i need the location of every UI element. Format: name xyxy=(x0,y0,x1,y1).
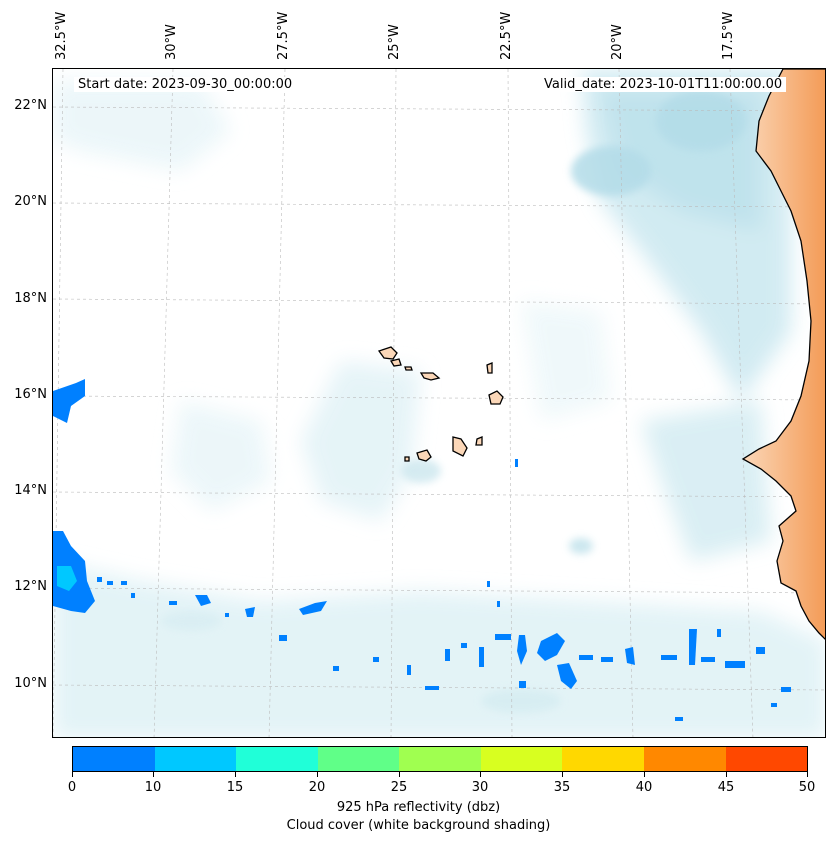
colorbar-segment-3 xyxy=(317,747,400,771)
cape-verde-islands xyxy=(377,346,504,462)
graticule-lines xyxy=(53,69,825,737)
lon-label-32-5w: 32.5°W xyxy=(54,11,69,60)
valid-date-label: Valid_date: 2023-10-01T11:00:00.00 xyxy=(540,77,787,92)
colorbar-tick xyxy=(153,772,154,777)
lon-label-22-5w: 22.5°W xyxy=(499,11,514,60)
lon-label-30w: 30°W xyxy=(164,24,179,60)
lat-label-22n: 22°N xyxy=(14,98,47,113)
lat-label-16n: 16°N xyxy=(14,387,47,402)
colorbar-segment-4 xyxy=(399,747,481,771)
colorbar-tick-label: 0 xyxy=(67,780,77,795)
lon-label-20w: 20°W xyxy=(610,24,625,60)
colorbar-tick-label: 40 xyxy=(635,780,653,795)
colorbar-tick-label: 20 xyxy=(308,780,326,795)
lat-label-14n: 14°N xyxy=(14,483,47,498)
colorbar-tick xyxy=(562,772,563,777)
colorbar-tick xyxy=(399,772,400,777)
colorbar-subtitle: Cloud cover (white background shading) xyxy=(286,818,551,833)
lon-label-17-5w: 17.5°W xyxy=(721,11,736,60)
colorbar-tick xyxy=(235,772,236,777)
colorbar-segment-7 xyxy=(643,747,726,771)
colorbar-segment-6 xyxy=(562,747,644,771)
colorbar-tick xyxy=(72,772,73,777)
colorbar-tick xyxy=(480,772,481,777)
lat-label-12n: 12°N xyxy=(14,579,47,594)
colorbar-tick-label: 30 xyxy=(471,780,489,795)
colorbar-segment-5 xyxy=(480,747,563,771)
lon-label-27-5w: 27.5°W xyxy=(276,11,291,60)
colorbar-tick xyxy=(807,772,808,777)
colorbar-tick xyxy=(317,772,318,777)
lon-label-25w: 25°W xyxy=(387,24,402,60)
colorbar-tick-label: 35 xyxy=(553,780,571,795)
colorbar-tick-label: 25 xyxy=(390,780,408,795)
colorbar-tick xyxy=(644,772,645,777)
start-date-label: Start date: 2023-09-30_00:00:00 xyxy=(74,77,297,92)
colorbar-tick-label: 50 xyxy=(798,780,816,795)
map-panel xyxy=(52,68,826,738)
cloud-cover-shading xyxy=(53,69,825,737)
colorbar-tick xyxy=(726,772,727,777)
lat-label-18n: 18°N xyxy=(14,291,47,306)
map-canvas xyxy=(53,69,825,737)
west-africa-coast xyxy=(741,69,825,640)
colorbar-segment-0 xyxy=(73,747,155,771)
lat-label-20n: 20°N xyxy=(14,194,47,209)
colorbar-segment-8 xyxy=(725,747,808,771)
colorbar-tick-label: 15 xyxy=(226,780,244,795)
colorbar xyxy=(72,746,808,772)
colorbar-segment-2 xyxy=(236,747,318,771)
lat-label-10n: 10°N xyxy=(14,676,47,691)
colorbar-tick-label: 10 xyxy=(144,780,162,795)
reflectivity-cells xyxy=(53,379,791,721)
colorbar-segment-1 xyxy=(154,747,237,771)
colorbar-title: 925 hPa reflectivity (dbz) xyxy=(336,800,501,815)
colorbar-tick-label: 45 xyxy=(717,780,735,795)
